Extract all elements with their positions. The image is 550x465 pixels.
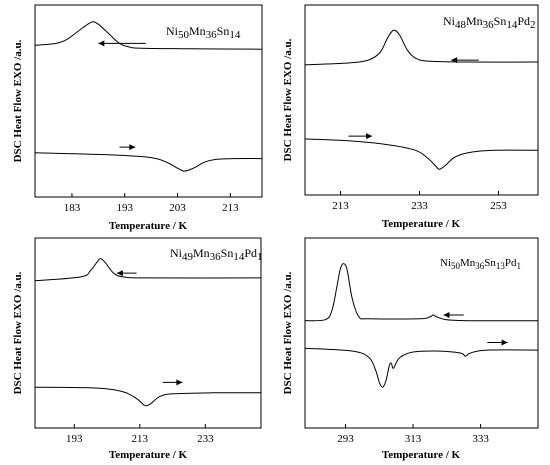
panel-2-xtick-label: 213 [332, 200, 349, 212]
panel-4-heating-arrow-right [487, 339, 508, 346]
panel-1-composition-label: Ni50Mn36Sn14 [166, 24, 241, 41]
panel-4-xtick-label: 313 [405, 433, 422, 445]
panel-4-ylabel: DSC Heat Flow EXO /a.u. [282, 271, 294, 394]
panel-1-heating-arrow-right [119, 144, 136, 151]
panel-3-ylabel: DSC Heat Flow EXO /a.u. [12, 271, 24, 394]
panel-2-ylabel: DSC Heat Flow EXO /a.u. [282, 38, 294, 161]
panel-4-cooling-arrow-left [443, 311, 464, 318]
panel-2-cooling-arrow-left [451, 57, 479, 64]
panel-4-ticks: 293 313 333 [337, 424, 489, 445]
panel-3-frame [34, 237, 262, 429]
panel-4-curves [304, 263, 539, 388]
panel-1-xlabel: Temperature / K [109, 220, 188, 232]
panel-4: DSC Heat Flow EXO /a.u. Temperature / K … [282, 237, 539, 461]
panel-4-cooling-curve [304, 263, 539, 322]
panel-2-ticks: 213 233 253 [332, 191, 507, 212]
panel-2-curves [304, 29, 539, 170]
panel-2-xtick-label: 233 [411, 200, 428, 212]
panel-1-ylabel: DSC Heat Flow EXO /a.u. [12, 39, 24, 162]
panel-1: DSC Heat Flow EXO /a.u. Temperature / K … [12, 4, 263, 232]
panel-2-xlabel: Temperature / K [382, 218, 461, 230]
panel-1-cooling-curve [34, 21, 263, 50]
panel-3: DSC Heat Flow EXO /a.u. Temperature / K … [12, 237, 263, 461]
panel-1-ticks: 183 193 203 213 [64, 193, 239, 214]
panel-1-heating-curve [34, 152, 263, 172]
panel-2-frame [304, 4, 539, 196]
panel-3-xtick-label: 213 [132, 433, 149, 445]
panel-1-xtick-label: 203 [169, 202, 186, 214]
panel-3-curves [34, 258, 262, 407]
panel-1-xtick-label: 183 [64, 202, 81, 214]
panel-3-composition-label: Ni49Mn36Sn14Pd1 [170, 246, 263, 263]
panel-2-xtick-label: 253 [490, 200, 507, 212]
panel-4-frame [304, 237, 539, 429]
panel-1-xtick-label: 213 [222, 202, 239, 214]
panel-3-heating-curve [34, 386, 262, 407]
panel-4-heating-curve [304, 347, 539, 388]
panel-3-cooling-arrow-left [116, 270, 137, 277]
panel-3-xtick-label: 193 [66, 433, 83, 445]
panel-4-xtick-label: 293 [337, 433, 354, 445]
panel-2-composition-label: Ni48Mn36Sn14Pd2 [443, 14, 536, 31]
panel-4-composition-label: Ni50Mn36Sn13Pd1 [440, 257, 521, 271]
panel-4-xlabel: Temperature / K [382, 449, 461, 461]
panel-2: DSC Heat Flow EXO /a.u. Temperature / K … [282, 4, 539, 230]
panel-1-cooling-arrow-left [98, 40, 146, 47]
panel-2-heating-arrow-right [348, 133, 373, 140]
panel-3-xtick-label: 233 [197, 433, 214, 445]
panel-4-xtick-label: 333 [472, 433, 489, 445]
panel-3-xlabel: Temperature / K [109, 449, 188, 461]
panel-2-heating-curve [304, 138, 539, 170]
panel-3-ticks: 193 213 233 [66, 424, 214, 445]
panel-1-frame [34, 4, 263, 198]
panel-3-cooling-curve [34, 258, 262, 282]
panel-1-curves [34, 21, 263, 172]
panel-3-heating-arrow-right [162, 379, 183, 386]
panel-2-cooling-curve [304, 29, 539, 66]
panel-1-xtick-label: 193 [116, 202, 133, 214]
